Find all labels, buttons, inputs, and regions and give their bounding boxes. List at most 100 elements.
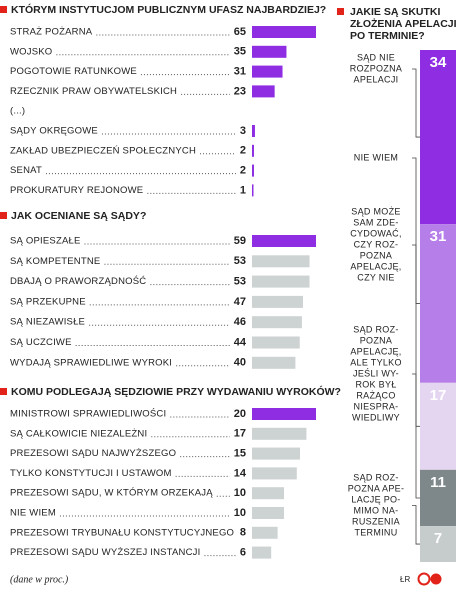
bar — [252, 408, 316, 420]
value-label: 34 — [430, 54, 447, 71]
value-label: 20 — [234, 408, 246, 420]
category-label: SĄ UCZCIWE — [10, 337, 72, 348]
bar — [252, 255, 310, 268]
bar-segment — [420, 382, 456, 470]
bar — [252, 546, 272, 559]
value-label: 17 — [430, 387, 447, 404]
category-label: PREZESOWI SĄDU WYŻSZEJ INSTANCJI — [10, 547, 200, 558]
value-label: 47 — [234, 296, 246, 308]
author: ŁR — [400, 575, 410, 584]
value-label: 53 — [234, 276, 246, 288]
bar-segment — [420, 50, 456, 225]
category-label: NIE WIEM — [354, 152, 398, 162]
category-label: SĄDY OKRĘGOWE — [10, 126, 98, 137]
value-label: 2 — [240, 145, 246, 157]
category-label: POZNA — [360, 335, 393, 345]
connector — [412, 244, 420, 427]
category-label: POZNA — [360, 250, 393, 260]
value-label: 17 — [234, 428, 246, 440]
chart-title: KTÓRYM INSTYTUCJOM PUBLICZNYM UFASZ NAJB… — [11, 3, 326, 16]
bar — [252, 144, 254, 157]
bar-segment — [420, 469, 456, 527]
category-label: SĄ NIEZAWISŁE — [10, 317, 85, 328]
value-label: 6 — [240, 547, 246, 559]
category-label: ROK BYŁ — [355, 379, 396, 389]
title-bullet — [0, 388, 7, 395]
value-label: 35 — [234, 46, 246, 58]
value-label: 31 — [234, 66, 246, 78]
value-label: 11 — [430, 474, 446, 491]
category-label: POGOTOWIE RATUNKOWE — [10, 66, 137, 77]
category-label: CYDOWAĆ, — [350, 228, 402, 238]
bar — [252, 467, 297, 480]
value-label: 10 — [234, 507, 246, 519]
value-label: 53 — [234, 255, 246, 267]
category-label: TERMINU — [354, 527, 397, 537]
category-label: SĄD ROZ- — [353, 324, 398, 334]
value-label: 44 — [234, 336, 247, 348]
value-label: 40 — [234, 357, 246, 369]
value-label: 10 — [234, 487, 246, 499]
category-label: WOJSKO — [10, 46, 52, 57]
category-label: WIEDLIWY — [352, 412, 400, 422]
chart-title: ZŁOŻENIA APELACJI — [350, 17, 457, 30]
chart-title: KOMU PODLEGAJĄ SĘDZIOWIE PRZY WYDAWANIU … — [11, 385, 341, 398]
connector — [412, 157, 420, 304]
bar-segment — [420, 224, 456, 383]
category-label: (...) — [10, 106, 25, 117]
category-label: SĄD MOŻE — [351, 206, 400, 216]
value-label: 8 — [240, 527, 246, 539]
category-label: CZY ROZ- — [354, 239, 399, 249]
category-label: SĄ PRZEKUPNE — [10, 296, 86, 307]
category-label: SĄ CAŁKOWICIE NIEZALEŻNI — [10, 428, 147, 439]
category-label: SĄD ROZ- — [353, 472, 398, 482]
category-label: RUSZENIA — [352, 516, 400, 526]
bar — [252, 235, 316, 247]
category-label: CZY NIE — [357, 272, 394, 282]
title-bullet — [337, 8, 344, 15]
value-label: 2 — [240, 165, 246, 177]
bar — [252, 125, 255, 137]
category-label: PREZESOWI SĄDU NAJWYŻSZEGO — [10, 448, 176, 459]
bar-segment — [420, 526, 456, 562]
value-label: 15 — [234, 448, 246, 460]
category-label: POZNA APE- — [348, 483, 405, 493]
chart-title: JAK OCENIANE SĄ SĄDY? — [11, 210, 146, 222]
category-label: PROKURATURY REJONOWE — [10, 185, 143, 196]
chart-title: JAKIE SĄ SKUTKI — [350, 6, 441, 18]
connector — [412, 373, 420, 499]
category-label: SĄ OPIESZAŁE — [10, 236, 81, 247]
category-label: PREZESOWI SĄDU, W KTÓRYM ORZEKAJĄ — [10, 488, 213, 499]
category-label: NIESPRA- — [354, 401, 399, 411]
category-label: APELACJĘ, — [350, 346, 401, 356]
value-label: 7 — [434, 530, 442, 547]
bar — [252, 336, 300, 349]
category-label: MINISTROWI SPRAWIEDLIWOŚCI — [10, 408, 166, 420]
bar — [252, 316, 302, 329]
category-label: SĄD NIE — [357, 52, 395, 62]
bar — [252, 507, 284, 519]
value-label: 31 — [430, 228, 447, 245]
value-label: 23 — [234, 85, 246, 97]
category-label: STRAŻ POŻARNA — [10, 27, 93, 38]
value-label: 65 — [234, 26, 246, 38]
title-bullet — [0, 212, 7, 219]
bar — [252, 356, 296, 369]
value-label: 59 — [234, 235, 246, 247]
title-bullet — [0, 6, 7, 13]
bar — [252, 184, 254, 197]
category-label: APELACJI — [354, 74, 399, 84]
bar — [252, 85, 275, 98]
category-label: ROZPOZNA — [350, 63, 402, 73]
category-label: JEŚLI WY- — [353, 367, 399, 378]
category-label: RAŻĄCO — [356, 390, 395, 400]
category-label: RZECZNIK PRAW OBYWATELSKICH — [10, 86, 177, 97]
bar — [252, 26, 316, 38]
footnote: (dane w proc.) — [10, 574, 69, 585]
category-label: TYLKO KONSTYTUCJI I USTAWOM — [10, 468, 172, 479]
category-label: SĄ KOMPETENTNE — [10, 256, 100, 267]
category-label: NIE WIEM — [10, 508, 56, 519]
bar — [252, 45, 287, 58]
category-label: APELACJĘ, — [350, 261, 401, 271]
